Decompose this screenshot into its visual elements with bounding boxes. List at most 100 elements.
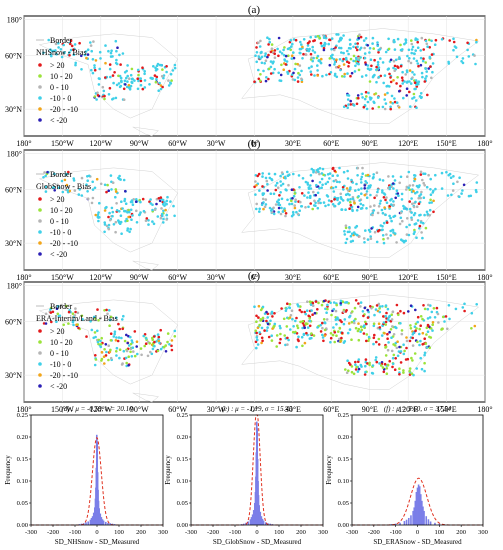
station-point bbox=[403, 349, 406, 353]
legend-class-label: 10 - 20 bbox=[50, 338, 73, 347]
station-point bbox=[382, 321, 386, 324]
station-point bbox=[423, 213, 426, 217]
station-point bbox=[413, 352, 417, 355]
station-point bbox=[355, 102, 359, 106]
station-point bbox=[366, 362, 369, 365]
station-point bbox=[349, 240, 353, 243]
station-point bbox=[65, 304, 68, 308]
map-lon-label: 90°E bbox=[362, 405, 378, 414]
station-point bbox=[107, 93, 111, 96]
station-point bbox=[347, 369, 350, 373]
station-point bbox=[50, 54, 53, 58]
station-point bbox=[475, 190, 478, 194]
station-point bbox=[159, 84, 163, 87]
station-point bbox=[98, 77, 101, 81]
station-point bbox=[109, 51, 113, 55]
station-point bbox=[404, 73, 408, 76]
station-point bbox=[358, 33, 361, 36]
station-point bbox=[325, 318, 329, 321]
station-point bbox=[369, 205, 372, 208]
station-point bbox=[389, 105, 392, 109]
station-point bbox=[379, 74, 383, 78]
station-point bbox=[147, 219, 150, 222]
station-point bbox=[385, 196, 388, 199]
y-tick-label: 0.25 bbox=[17, 412, 28, 419]
station-point bbox=[109, 75, 112, 79]
station-point bbox=[348, 226, 351, 229]
station-point bbox=[129, 227, 132, 231]
station-point bbox=[331, 186, 335, 190]
station-point bbox=[425, 185, 429, 189]
station-point bbox=[420, 190, 423, 194]
station-point bbox=[303, 341, 307, 345]
station-point bbox=[166, 332, 170, 335]
station-point bbox=[64, 173, 68, 176]
station-point bbox=[473, 54, 476, 57]
station-point bbox=[452, 175, 455, 178]
station-point bbox=[444, 315, 448, 318]
station-point bbox=[381, 105, 385, 109]
histogram-panel-3: (f) : μ = 5.60, σ = 37.54-300 -200 -100 0 10… bbox=[325, 405, 488, 546]
station-point bbox=[261, 185, 264, 188]
station-point bbox=[358, 199, 362, 202]
station-point bbox=[355, 182, 358, 186]
station-point bbox=[399, 175, 403, 179]
station-point bbox=[256, 326, 260, 330]
y-tick-label: 0.20 bbox=[177, 434, 188, 441]
station-point bbox=[412, 331, 415, 335]
station-point bbox=[103, 362, 106, 365]
station-point bbox=[346, 331, 350, 335]
station-point bbox=[349, 42, 352, 46]
station-point bbox=[416, 320, 420, 324]
station-point bbox=[425, 326, 429, 330]
station-point bbox=[341, 186, 345, 189]
station-point bbox=[310, 336, 313, 340]
station-point bbox=[331, 333, 335, 337]
station-point bbox=[385, 367, 389, 370]
station-point bbox=[266, 55, 269, 59]
station-point bbox=[279, 337, 282, 341]
station-point bbox=[333, 340, 337, 344]
station-point bbox=[387, 47, 391, 51]
station-point bbox=[127, 208, 130, 212]
station-point bbox=[331, 167, 335, 170]
station-point bbox=[409, 105, 412, 108]
station-point bbox=[142, 209, 146, 213]
station-point bbox=[410, 356, 413, 360]
station-point bbox=[364, 370, 367, 374]
station-point bbox=[78, 41, 81, 45]
station-point bbox=[96, 91, 99, 94]
station-point bbox=[317, 201, 320, 205]
station-point bbox=[382, 237, 385, 241]
station-point bbox=[366, 316, 370, 319]
station-point bbox=[90, 68, 93, 72]
y-tick-label: 0.20 bbox=[338, 434, 349, 441]
y-tick-label: 0.00 bbox=[338, 522, 349, 529]
station-point bbox=[118, 177, 121, 181]
station-point bbox=[377, 96, 380, 99]
histogram-bar bbox=[265, 522, 267, 525]
station-point bbox=[280, 307, 283, 310]
legend-class-label: 0 - 10 bbox=[50, 217, 69, 226]
station-point bbox=[350, 232, 354, 235]
station-point bbox=[419, 213, 422, 217]
station-point bbox=[377, 75, 381, 79]
station-point bbox=[356, 45, 359, 49]
station-point bbox=[452, 182, 455, 185]
station-point bbox=[86, 197, 90, 200]
histogram-bar bbox=[90, 517, 93, 525]
station-point bbox=[389, 58, 393, 62]
station-point bbox=[389, 216, 392, 220]
station-point bbox=[72, 323, 75, 327]
station-point bbox=[355, 58, 358, 61]
station-point bbox=[254, 340, 258, 344]
station-point bbox=[336, 316, 339, 320]
station-point bbox=[407, 310, 410, 313]
x-tick-label: 0 bbox=[255, 529, 258, 536]
station-point bbox=[270, 47, 274, 50]
station-point bbox=[287, 54, 290, 57]
station-point bbox=[394, 58, 398, 62]
station-point bbox=[395, 82, 398, 85]
station-point bbox=[121, 207, 124, 210]
histogram-title: (f) : μ = 5.60, σ = 37.54 bbox=[384, 405, 452, 413]
